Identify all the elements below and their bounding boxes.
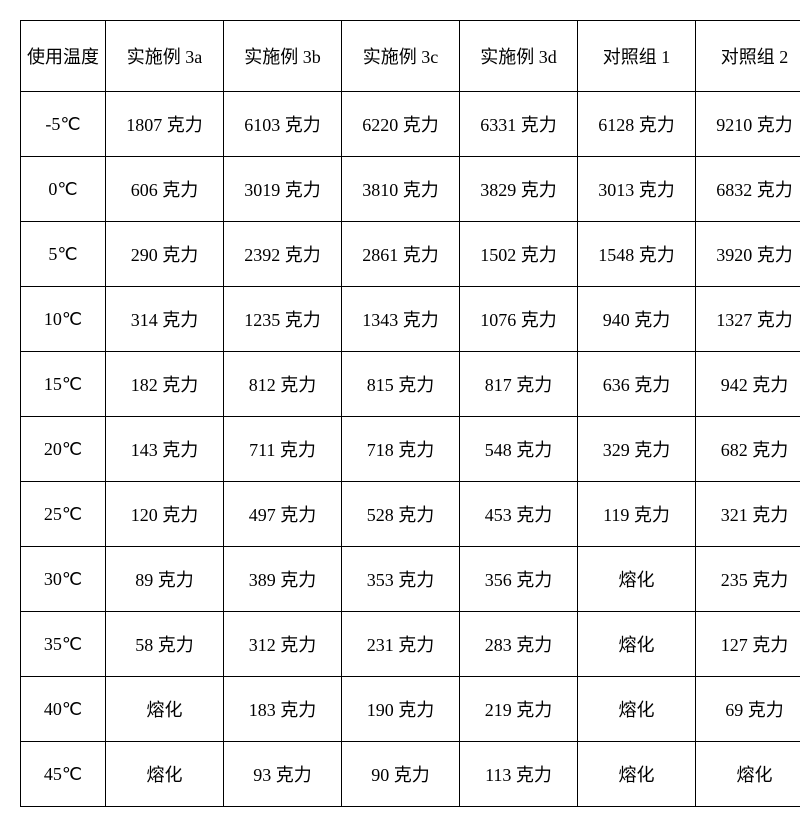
header-cell: 实施例 3d (460, 21, 578, 92)
data-cell: 93 克力 (224, 742, 342, 807)
data-cell: 312 克力 (224, 612, 342, 677)
data-cell: 3810 克力 (342, 157, 460, 222)
header-cell: 实施例 3c (342, 21, 460, 92)
data-cell: 1327 克力 (696, 287, 800, 352)
data-cell: 119 克力 (578, 482, 696, 547)
row-header-cell: 10℃ (21, 287, 106, 352)
data-cell: 熔化 (578, 612, 696, 677)
data-cell: 356 克力 (460, 547, 578, 612)
table-row: 25℃120 克力497 克力528 克力453 克力119 克力321 克力 (21, 482, 800, 547)
data-cell: 3829 克力 (460, 157, 578, 222)
data-cell: 6331 克力 (460, 92, 578, 157)
table-row: 30℃89 克力389 克力353 克力356 克力熔化235 克力 (21, 547, 800, 612)
data-cell: 231 克力 (342, 612, 460, 677)
data-cell: 815 克力 (342, 352, 460, 417)
data-cell: 183 克力 (224, 677, 342, 742)
header-cell: 对照组 2 (696, 21, 800, 92)
data-cell: 3013 克力 (578, 157, 696, 222)
data-cell: 6220 克力 (342, 92, 460, 157)
data-cell: 熔化 (578, 677, 696, 742)
data-cell: 1548 克力 (578, 222, 696, 287)
data-cell: 314 克力 (106, 287, 224, 352)
table-row: 40℃熔化183 克力190 克力219 克力熔化69 克力 (21, 677, 800, 742)
data-cell: 3019 克力 (224, 157, 342, 222)
data-cell: 940 克力 (578, 287, 696, 352)
data-cell: 熔化 (106, 742, 224, 807)
data-cell: 636 克力 (578, 352, 696, 417)
data-cell: 182 克力 (106, 352, 224, 417)
data-cell: 熔化 (578, 742, 696, 807)
data-cell: 2392 克力 (224, 222, 342, 287)
data-table: 使用温度 实施例 3a 实施例 3b 实施例 3c 实施例 3d 对照组 1 对… (20, 20, 800, 807)
data-cell: 235 克力 (696, 547, 800, 612)
data-cell: 127 克力 (696, 612, 800, 677)
data-cell: 528 克力 (342, 482, 460, 547)
table-row: 15℃182 克力812 克力815 克力817 克力636 克力942 克力 (21, 352, 800, 417)
data-cell: 3920 克力 (696, 222, 800, 287)
header-cell: 实施例 3a (106, 21, 224, 92)
data-cell: 89 克力 (106, 547, 224, 612)
data-cell: 548 克力 (460, 417, 578, 482)
data-cell: 497 克力 (224, 482, 342, 547)
data-cell: 90 克力 (342, 742, 460, 807)
data-cell: 6128 克力 (578, 92, 696, 157)
data-cell: 718 克力 (342, 417, 460, 482)
data-cell: 120 克力 (106, 482, 224, 547)
table-body: -5℃1807 克力6103 克力6220 克力6331 克力6128 克力92… (21, 92, 800, 807)
data-cell: 290 克力 (106, 222, 224, 287)
table-row: 20℃143 克力711 克力718 克力548 克力329 克力682 克力 (21, 417, 800, 482)
table-row: 10℃314 克力1235 克力1343 克力1076 克力940 克力1327… (21, 287, 800, 352)
data-cell: 1502 克力 (460, 222, 578, 287)
data-cell: 283 克力 (460, 612, 578, 677)
header-cell: 对照组 1 (578, 21, 696, 92)
data-cell: 711 克力 (224, 417, 342, 482)
data-cell: 606 克力 (106, 157, 224, 222)
data-cell: 817 克力 (460, 352, 578, 417)
header-row: 使用温度 实施例 3a 实施例 3b 实施例 3c 实施例 3d 对照组 1 对… (21, 21, 800, 92)
data-cell: 389 克力 (224, 547, 342, 612)
data-cell: 682 克力 (696, 417, 800, 482)
data-cell: 1343 克力 (342, 287, 460, 352)
data-cell: 113 克力 (460, 742, 578, 807)
row-header-cell: -5℃ (21, 92, 106, 157)
data-cell: 143 克力 (106, 417, 224, 482)
row-header-cell: 25℃ (21, 482, 106, 547)
data-cell: 熔化 (578, 547, 696, 612)
table-row: -5℃1807 克力6103 克力6220 克力6331 克力6128 克力92… (21, 92, 800, 157)
row-header-cell: 35℃ (21, 612, 106, 677)
row-header-cell: 45℃ (21, 742, 106, 807)
row-header-cell: 20℃ (21, 417, 106, 482)
data-cell: 6103 克力 (224, 92, 342, 157)
header-cell: 使用温度 (21, 21, 106, 92)
table-row: 35℃58 克力312 克力231 克力283 克力熔化127 克力 (21, 612, 800, 677)
table-row: 45℃熔化93 克力90 克力113 克力熔化熔化 (21, 742, 800, 807)
data-cell: 69 克力 (696, 677, 800, 742)
data-cell: 942 克力 (696, 352, 800, 417)
data-cell: 熔化 (106, 677, 224, 742)
header-cell: 实施例 3b (224, 21, 342, 92)
data-cell: 219 克力 (460, 677, 578, 742)
data-cell: 812 克力 (224, 352, 342, 417)
data-cell: 1076 克力 (460, 287, 578, 352)
data-cell: 353 克力 (342, 547, 460, 612)
data-cell: 190 克力 (342, 677, 460, 742)
row-header-cell: 0℃ (21, 157, 106, 222)
table-row: 0℃606 克力3019 克力3810 克力3829 克力3013 克力6832… (21, 157, 800, 222)
data-cell: 329 克力 (578, 417, 696, 482)
data-cell: 1235 克力 (224, 287, 342, 352)
row-header-cell: 40℃ (21, 677, 106, 742)
data-cell: 1807 克力 (106, 92, 224, 157)
data-cell: 熔化 (696, 742, 800, 807)
row-header-cell: 30℃ (21, 547, 106, 612)
data-cell: 6832 克力 (696, 157, 800, 222)
data-cell: 321 克力 (696, 482, 800, 547)
data-cell: 453 克力 (460, 482, 578, 547)
data-cell: 9210 克力 (696, 92, 800, 157)
data-cell: 58 克力 (106, 612, 224, 677)
data-cell: 2861 克力 (342, 222, 460, 287)
row-header-cell: 5℃ (21, 222, 106, 287)
table-row: 5℃290 克力2392 克力2861 克力1502 克力1548 克力3920… (21, 222, 800, 287)
row-header-cell: 15℃ (21, 352, 106, 417)
